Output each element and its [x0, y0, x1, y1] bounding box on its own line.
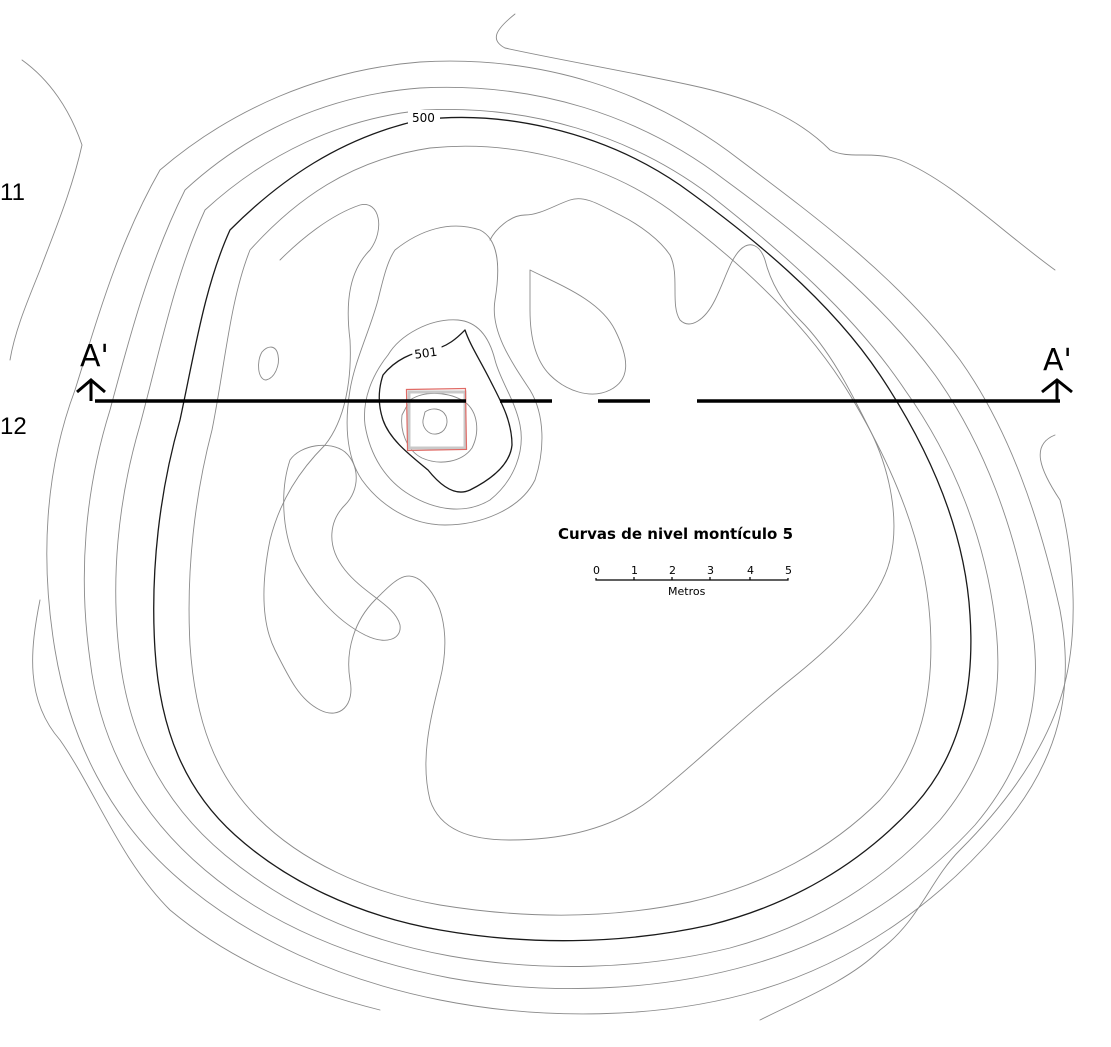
- scale-tick-label: 3: [707, 564, 714, 577]
- scale-unit-label: Metros: [668, 585, 706, 598]
- contour-label-bg: [408, 110, 440, 124]
- summit-highlight-box: [407, 390, 467, 450]
- contour-line: [153, 116, 972, 942]
- contour-line: [495, 13, 1056, 271]
- grid-label-11: 11: [0, 179, 25, 206]
- contour-line: [188, 145, 932, 916]
- contour-line: [346, 225, 543, 526]
- scale-tick-label: 4: [747, 564, 754, 577]
- map-title: Curvas de nivel montículo 5: [558, 525, 793, 543]
- contour-line: [46, 60, 1066, 1015]
- scale-tick-label: 5: [785, 564, 792, 577]
- contour-line: [529, 269, 627, 395]
- section-label-left: A': [80, 339, 109, 374]
- contour-line: [263, 198, 895, 841]
- scale-bar: 0 1 2 3 4 5 Metros: [593, 564, 792, 598]
- contour-label-500: 500: [412, 111, 435, 125]
- contour-label-bg: [411, 341, 443, 361]
- scale-tick-label: 1: [631, 564, 638, 577]
- contour-line: [9, 59, 83, 361]
- scale-tick-label: 0: [593, 564, 600, 577]
- scale-tick-label: 2: [669, 564, 676, 577]
- contour-line: [115, 109, 999, 967]
- contour-label-501: 501: [413, 345, 438, 362]
- contour-line: [83, 86, 1036, 989]
- contour-line: [32, 599, 381, 1011]
- contour-line: [364, 319, 522, 510]
- contour-line: [283, 444, 401, 641]
- contour-line: [759, 434, 1074, 1021]
- contour-line: [378, 329, 513, 493]
- summit-highlight-box: [405, 387, 468, 452]
- contour-line: [258, 346, 279, 381]
- grid-label-12: 12: [0, 413, 27, 440]
- section-label-right: A': [1043, 343, 1072, 378]
- scale-bar-line: [595, 578, 789, 581]
- contour-line: [422, 408, 448, 435]
